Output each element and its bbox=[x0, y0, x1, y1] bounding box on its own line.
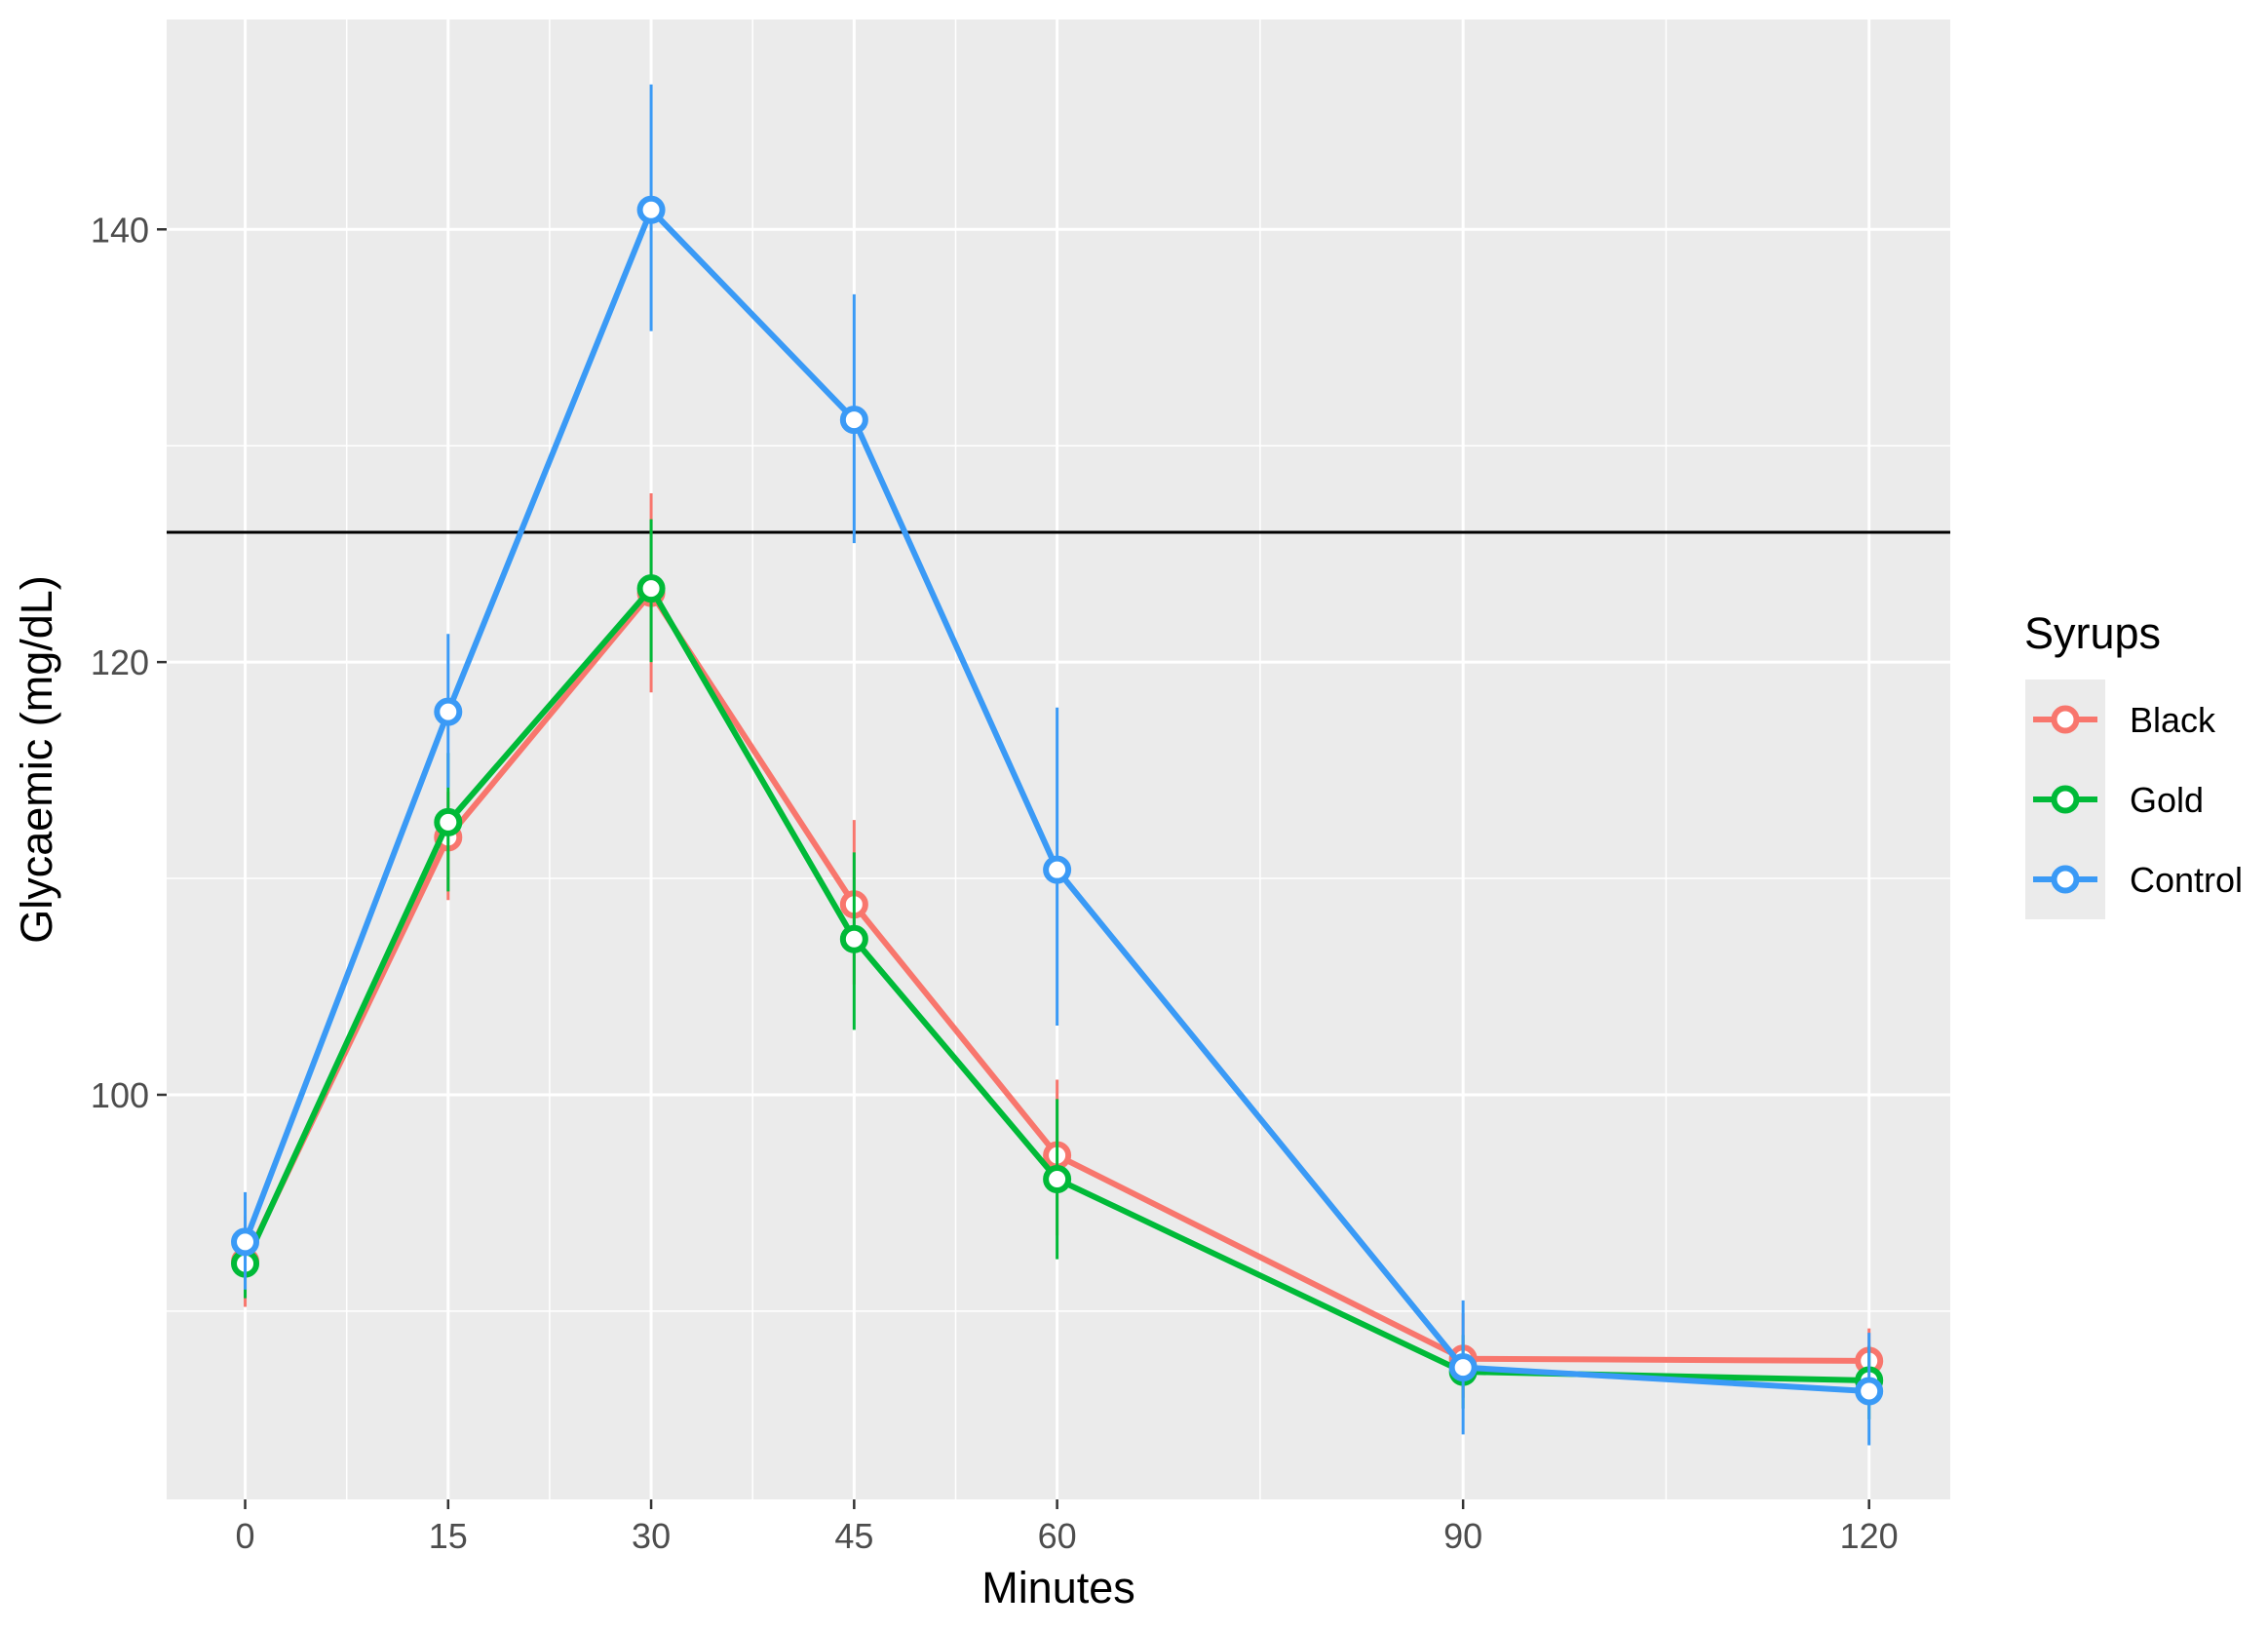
data-point-control bbox=[839, 406, 868, 435]
data-point-gold bbox=[839, 924, 868, 953]
axes: 0 15 30 45 60 90 120 100 120 140 bbox=[91, 210, 1899, 1556]
y-tick-label: 100 bbox=[91, 1075, 149, 1115]
series-control bbox=[231, 84, 1884, 1446]
x-tick-label: 60 bbox=[1038, 1516, 1077, 1556]
series-layer bbox=[231, 84, 1884, 1446]
x-tick-label: 90 bbox=[1443, 1516, 1482, 1556]
data-point-control bbox=[231, 1227, 260, 1257]
data-point-gold bbox=[1043, 1165, 1072, 1194]
x-tick-label: 15 bbox=[429, 1516, 468, 1556]
legend-label-gold: Gold bbox=[2130, 780, 2204, 820]
x-tick-label: 30 bbox=[632, 1516, 671, 1556]
data-point-control bbox=[1855, 1377, 1884, 1406]
y-tick-label: 140 bbox=[91, 210, 149, 250]
x-tick-label: 45 bbox=[834, 1516, 873, 1556]
data-point-control bbox=[1043, 855, 1072, 884]
legend-title: Syrups bbox=[2024, 608, 2161, 658]
x-tick-label: 0 bbox=[236, 1516, 255, 1556]
legend-key-marker-black bbox=[2051, 705, 2080, 734]
legend-label-control: Control bbox=[2130, 860, 2243, 900]
data-point-control bbox=[434, 697, 463, 726]
data-point-control bbox=[636, 195, 666, 224]
data-point-gold bbox=[434, 807, 463, 836]
data-point-gold bbox=[636, 574, 666, 603]
x-axis-title: Minutes bbox=[981, 1563, 1135, 1612]
legend-key-marker-gold bbox=[2051, 785, 2080, 814]
legend-label-black: Black bbox=[2130, 700, 2216, 740]
legend: Syrups Black Gold Control bbox=[2024, 608, 2243, 919]
legend-key-marker-control bbox=[2051, 865, 2080, 894]
y-axis-title: Glycaemic (mg/dL) bbox=[12, 575, 61, 944]
y-tick-label: 120 bbox=[91, 642, 149, 682]
x-tick-label: 120 bbox=[1840, 1516, 1899, 1556]
data-point-control bbox=[1448, 1353, 1478, 1382]
